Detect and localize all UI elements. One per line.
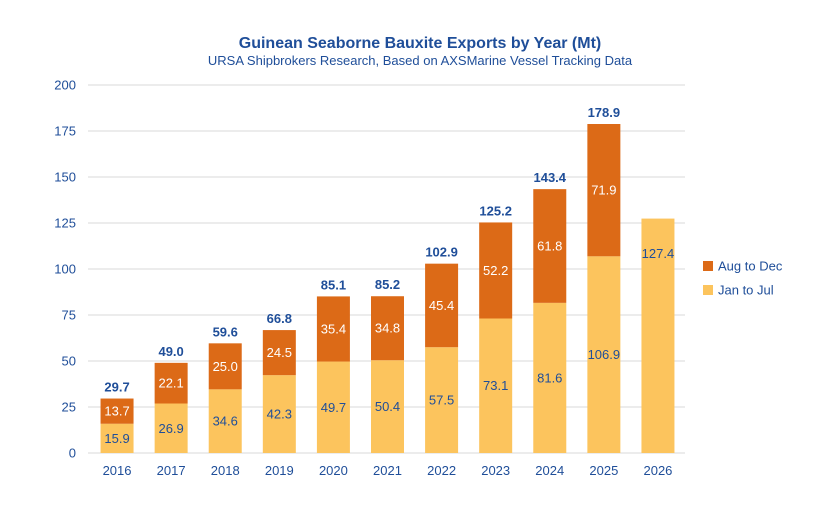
legend-swatch — [703, 261, 713, 271]
bar-segment-jan-to-jul — [587, 256, 621, 453]
legend-swatch — [703, 285, 713, 295]
x-tick-label: 2024 — [535, 463, 564, 478]
bar-segment-aug-to-dec — [262, 330, 296, 376]
data-label-jan-to-jul: 34.6 — [213, 414, 238, 429]
bar-segment-jan-to-jul — [262, 375, 296, 453]
data-label-total: 178.9 — [588, 105, 621, 120]
bar-segment-aug-to-dec — [100, 398, 134, 424]
data-label-aug-to-dec: 25.0 — [213, 359, 238, 374]
y-tick-label: 25 — [62, 400, 76, 415]
data-label-aug-to-dec: 34.8 — [375, 321, 400, 336]
data-label-total: 59.6 — [213, 324, 238, 339]
y-axis-ticks: 0 25 50 75 100 125 150 175 200 — [54, 78, 76, 461]
bar-segment-jan-to-jul — [208, 389, 242, 453]
data-label-total: 143.4 — [533, 170, 566, 185]
bar-segment-aug-to-dec — [425, 263, 459, 348]
data-label-total: 102.9 — [425, 245, 458, 260]
data-label-aug-to-dec: 22.1 — [158, 376, 183, 391]
x-tick-label: 2025 — [589, 463, 618, 478]
data-label-aug-to-dec: 45.4 — [429, 298, 454, 313]
bars — [100, 124, 675, 453]
bar-segment-jan-to-jul — [100, 423, 134, 453]
x-tick-label: 2023 — [481, 463, 510, 478]
x-tick-label: 2018 — [211, 463, 240, 478]
y-tick-label: 150 — [54, 170, 76, 185]
data-label-jan-to-jul: 127.4 — [642, 246, 675, 261]
data-label-jan-to-jul: 15.9 — [104, 431, 129, 446]
data-label-total: 85.2 — [375, 277, 400, 292]
x-axis-ticks: 2016 2017 2018 2019 2020 2021 2022 2023 2024 2025… — [103, 463, 673, 478]
y-tick-label: 50 — [62, 354, 76, 369]
data-label-aug-to-dec: 52.2 — [483, 263, 508, 278]
y-tick-label: 200 — [54, 78, 76, 93]
bar-segment-jan-to-jul — [533, 302, 567, 453]
data-label-aug-to-dec: 35.4 — [321, 321, 346, 336]
bar-segment-aug-to-dec — [371, 296, 404, 361]
bar-segment-aug-to-dec — [533, 189, 567, 303]
data-label-jan-to-jul: 26.9 — [158, 421, 183, 436]
bar-segment-jan-to-jul — [479, 318, 513, 453]
bar-segment-jan-to-jul — [425, 347, 459, 453]
data-label-aug-to-dec: 24.5 — [267, 345, 292, 360]
bar-segment-aug-to-dec — [154, 362, 188, 404]
data-label-total: 66.8 — [267, 311, 292, 326]
x-tick-label: 2019 — [265, 463, 294, 478]
data-label-total: 29.7 — [104, 380, 129, 395]
chart-title: Guinean Seaborne Bauxite Exports by Year… — [239, 35, 601, 52]
bar-segment-jan-to-jul — [371, 360, 404, 453]
x-tick-label: 2016 — [103, 463, 132, 478]
data-label-jan-to-jul: 57.5 — [429, 393, 454, 408]
data-labels: 13.7 15.9 29.7 22.1 26.9 49.0 25.0 34.6 59.6 24.5… — [104, 105, 674, 446]
x-tick-label: 2022 — [427, 463, 456, 478]
chart-subtitle: URSA Shipbrokers Research, Based on AXSM… — [208, 53, 633, 68]
legend-label: Aug to Dec — [718, 259, 783, 274]
y-tick-label: 75 — [62, 308, 76, 323]
y-tick-label: 100 — [54, 262, 76, 277]
bar-segment-aug-to-dec — [316, 296, 350, 362]
x-tick-label: 2020 — [319, 463, 348, 478]
y-tick-label: 0 — [69, 446, 76, 461]
y-tick-label: 175 — [54, 124, 76, 139]
x-tick-label: 2026 — [643, 463, 672, 478]
data-label-total: 125.2 — [479, 203, 512, 218]
x-tick-label: 2017 — [157, 463, 186, 478]
data-label-total: 85.1 — [321, 277, 346, 292]
legend-label: Jan to Jul — [718, 283, 774, 298]
data-label-jan-to-jul: 42.3 — [267, 407, 292, 422]
bar-segment-aug-to-dec — [479, 222, 513, 319]
bar-segment-jan-to-jul — [641, 218, 675, 453]
legend: Aug to Dec Jan to Jul — [703, 259, 783, 298]
data-label-jan-to-jul: 106.9 — [588, 347, 621, 362]
data-label-jan-to-jul: 50.4 — [375, 399, 400, 414]
data-label-jan-to-jul: 49.7 — [321, 400, 346, 415]
data-label-jan-to-jul: 73.1 — [483, 378, 508, 393]
data-label-jan-to-jul: 81.6 — [537, 370, 562, 385]
bar-segment-jan-to-jul — [316, 361, 350, 453]
bar-segment-aug-to-dec — [587, 124, 621, 257]
data-label-aug-to-dec: 13.7 — [104, 404, 129, 419]
data-label-total: 49.0 — [158, 344, 183, 359]
data-label-aug-to-dec: 71.9 — [591, 183, 616, 198]
bar-segment-aug-to-dec — [208, 343, 242, 390]
x-tick-label: 2021 — [373, 463, 402, 478]
bar-segment-jan-to-jul — [154, 403, 188, 453]
y-tick-label: 125 — [54, 216, 76, 231]
data-label-aug-to-dec: 61.8 — [537, 239, 562, 254]
